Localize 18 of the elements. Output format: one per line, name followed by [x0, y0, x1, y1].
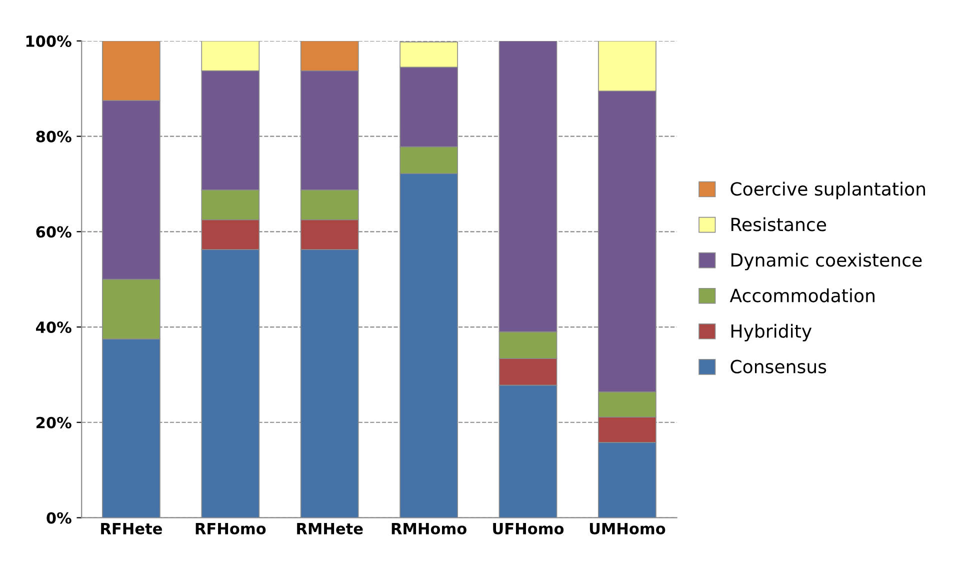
- legend-label: Hybridity: [731, 324, 812, 342]
- x-tick-label: RFHete: [101, 523, 162, 534]
- legend-label: Accommodation: [730, 288, 874, 302]
- x-tick-label: UFHomo: [493, 523, 564, 534]
- x-tick-label: RFHomo: [196, 523, 266, 534]
- y-tick-label: 0%: [46, 512, 72, 524]
- y-tick-label: 100%: [26, 35, 72, 47]
- x-tick-label: RMHomo: [392, 523, 466, 534]
- y-tick-label: 40%: [36, 321, 72, 334]
- y-tick-label: 80%: [36, 130, 72, 142]
- legend-label: Consensus: [730, 360, 826, 374]
- legend-label: Resistance: [731, 217, 826, 232]
- y-tick-label: 60%: [36, 226, 72, 238]
- legend-label: Dynamic coexistence: [731, 252, 922, 270]
- legend-label: Coercive suplantation: [730, 182, 925, 200]
- x-tick-label: RMHete: [297, 523, 363, 534]
- y-tick-label: 20%: [36, 416, 72, 428]
- x-tick-label: UMHomo: [590, 523, 666, 534]
